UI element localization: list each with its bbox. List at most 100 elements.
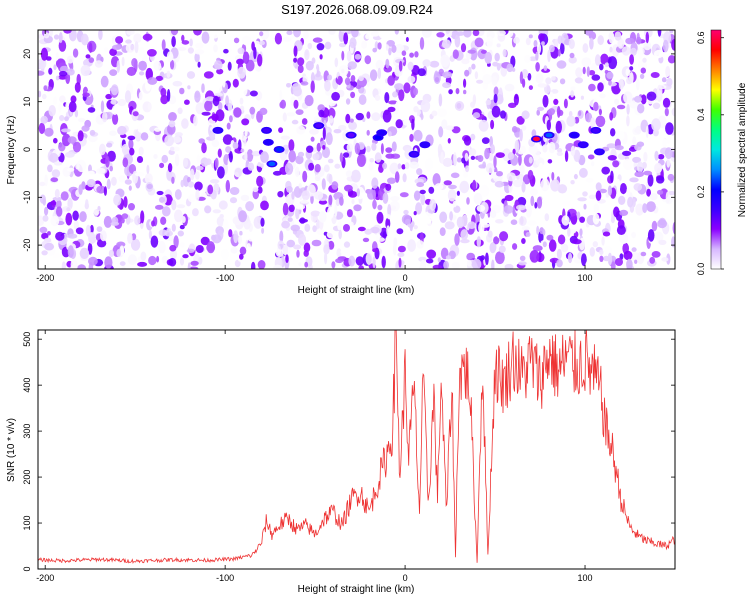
heatmap-cell xyxy=(607,155,617,161)
heatmap-cell xyxy=(382,162,388,170)
heatmap-cell xyxy=(528,156,533,164)
heatmap-cell xyxy=(414,51,419,58)
heatmap-cell xyxy=(616,104,626,110)
heatmap-cell xyxy=(169,248,178,260)
heatmap-cell xyxy=(454,101,465,111)
heatmap-feature xyxy=(275,147,283,152)
heatmap-cell xyxy=(146,183,153,190)
heatmap-cell xyxy=(462,172,469,178)
heatmap-cell xyxy=(519,129,523,142)
heatmap-cell xyxy=(66,55,74,64)
heatmap-cell xyxy=(448,89,453,95)
heatmap-cell xyxy=(174,153,180,167)
heatmap-y-tick-label: 20 xyxy=(22,49,32,59)
heatmap-cell xyxy=(463,136,472,146)
heatmap-cell xyxy=(217,166,225,179)
heatmap-cell xyxy=(228,229,233,238)
heatmap-cell xyxy=(542,144,548,153)
heatmap-cell xyxy=(485,99,492,106)
heatmap-cell xyxy=(38,90,42,98)
heatmap-cell xyxy=(548,108,555,116)
heatmap-cell xyxy=(328,173,333,185)
heatmap-cell xyxy=(643,151,648,162)
heatmap-cell xyxy=(431,110,438,117)
heatmap-cell xyxy=(556,60,567,69)
heatmap-x-tick-label: -200 xyxy=(36,273,54,283)
heatmap-cell xyxy=(466,197,470,205)
heatmap-cell xyxy=(420,193,426,206)
heatmap-cell xyxy=(195,189,200,201)
heatmap-cell xyxy=(74,109,79,118)
heatmap-cell xyxy=(288,150,297,163)
heatmap-cell xyxy=(295,207,300,220)
heatmap-cell xyxy=(377,204,383,211)
heatmap-cell xyxy=(187,262,191,269)
heatmap-cell xyxy=(68,101,77,113)
heatmap-cell xyxy=(601,166,610,175)
heatmap-cell xyxy=(361,40,368,49)
heatmap-cell xyxy=(514,139,520,153)
heatmap-cell xyxy=(310,210,321,217)
heatmap-cell xyxy=(195,42,204,49)
heatmap-cell xyxy=(331,91,340,101)
heatmap-cell xyxy=(134,215,141,226)
heatmap-cell xyxy=(53,34,60,40)
heatmap-cell xyxy=(225,95,230,107)
heatmap-cell xyxy=(374,94,381,101)
heatmap-cell xyxy=(328,115,334,124)
heatmap-cell xyxy=(88,256,98,266)
heatmap-cell xyxy=(530,195,535,207)
heatmap-cell xyxy=(86,179,96,188)
heatmap-cell xyxy=(127,254,137,266)
heatmap-cell xyxy=(308,162,315,171)
heatmap-cell xyxy=(496,43,501,48)
heatmap-cell xyxy=(455,31,465,36)
heatmap-cell xyxy=(471,258,482,269)
heatmap-cell xyxy=(338,124,347,131)
heatmap-cell xyxy=(87,107,96,113)
heatmap-cell xyxy=(434,183,444,191)
heatmap-cell xyxy=(198,256,203,265)
heatmap-cell xyxy=(96,167,106,175)
heatmap-cell xyxy=(156,255,160,263)
heatmap-cell xyxy=(366,145,371,153)
heatmap-cell xyxy=(76,159,87,173)
heatmap-cell xyxy=(492,61,499,67)
heatmap-cell xyxy=(170,30,179,36)
heatmap-cell xyxy=(90,224,94,234)
heatmap-cell xyxy=(75,227,84,235)
heatmap-cell xyxy=(238,210,248,223)
heatmap-cell xyxy=(172,80,183,87)
heatmap-cell xyxy=(491,105,501,118)
heatmap-cell xyxy=(67,245,74,258)
heatmap-cell xyxy=(447,189,457,202)
heatmap-cell xyxy=(43,85,48,91)
heatmap-cell xyxy=(441,119,448,129)
heatmap-cell xyxy=(634,259,638,264)
heatmap-cell xyxy=(50,177,59,183)
heatmap-cell xyxy=(160,87,167,97)
heatmap-cell xyxy=(365,252,373,265)
heatmap-cell xyxy=(426,258,434,264)
heatmap-cell xyxy=(344,77,351,86)
heatmap-cell xyxy=(478,221,485,234)
heatmap-cell xyxy=(382,192,389,204)
heatmap-cell xyxy=(293,30,301,38)
snr-y-ticks: 0 100 200 300 400 500 xyxy=(22,332,675,572)
heatmap-cell xyxy=(339,152,344,163)
heatmap-cell xyxy=(528,56,538,62)
heatmap-cell xyxy=(187,176,191,183)
heatmap-cell xyxy=(99,143,106,156)
heatmap-cell xyxy=(566,115,576,127)
heatmap-cell xyxy=(518,153,522,166)
heatmap-cell xyxy=(671,38,675,51)
heatmap-cell xyxy=(393,103,400,115)
heatmap-cell xyxy=(225,146,232,153)
heatmap-cell xyxy=(667,173,675,181)
heatmap-cell xyxy=(239,84,248,97)
heatmap-cell xyxy=(504,194,514,202)
heatmap-cell xyxy=(546,119,551,131)
heatmap-cell xyxy=(671,107,675,117)
heatmap-cell xyxy=(542,229,546,236)
heatmap-cell xyxy=(570,86,576,91)
